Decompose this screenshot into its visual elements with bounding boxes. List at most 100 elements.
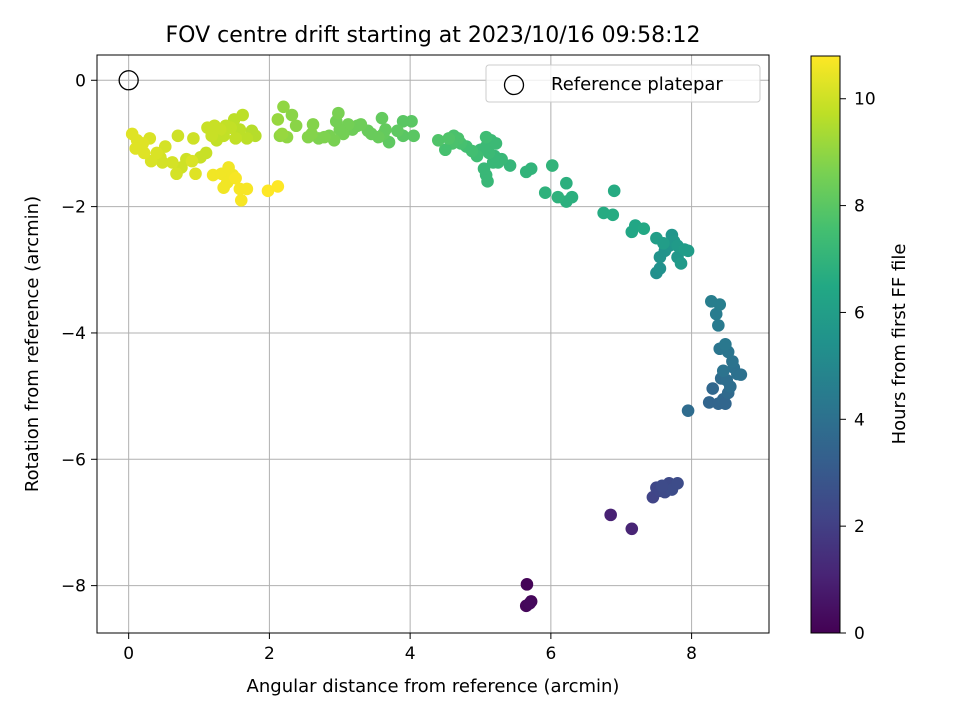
data-point [653, 262, 667, 275]
y-axis-ticks: 0 −2 −4 −6 −8 [61, 71, 97, 597]
data-point [185, 154, 199, 168]
y-axis-label: Rotation from reference (arcmin) [22, 196, 43, 492]
data-point [479, 130, 493, 144]
x-tick-label: 6 [545, 644, 556, 664]
data-point [704, 295, 718, 308]
data-point [719, 397, 732, 410]
colorbar-tick-label: 4 [854, 410, 865, 430]
data-point [442, 132, 456, 145]
data-point [285, 108, 299, 122]
data-point [396, 115, 410, 128]
data-point [538, 186, 552, 200]
data-point [671, 476, 684, 490]
data-point [565, 190, 579, 204]
data-point [240, 132, 254, 145]
y-tick-label: −2 [61, 198, 86, 218]
reference-marker [118, 70, 139, 91]
legend-marker [503, 74, 525, 96]
data-points [125, 100, 748, 613]
gridlines [97, 55, 769, 633]
data-point [144, 154, 158, 168]
data-point [674, 257, 688, 270]
data-point [681, 244, 695, 258]
data-point [165, 156, 179, 169]
y-tick-label: −6 [61, 450, 86, 470]
data-point [201, 121, 214, 134]
colorbar-tick-label: 8 [854, 197, 865, 217]
data-point [709, 307, 723, 321]
data-point [716, 364, 730, 378]
data-point [187, 132, 200, 145]
data-point [129, 142, 143, 155]
reference-point [118, 70, 139, 91]
x-axis-label: Angular distance from reference (arcmin) [247, 676, 620, 697]
data-point [275, 127, 289, 141]
data-point [637, 222, 651, 236]
colorbar-tick-label: 6 [854, 303, 865, 323]
data-point [375, 111, 389, 125]
chart-title: FOV centre drift starting at 2023/10/16 … [166, 23, 701, 48]
y-tick-label: 0 [75, 71, 86, 91]
data-point [523, 597, 537, 610]
colorbar-ticks: 0 2 4 6 8 10 [840, 90, 876, 644]
data-point [726, 355, 739, 368]
data-point [125, 127, 139, 141]
data-point [719, 338, 732, 351]
data-point [240, 182, 254, 196]
data-point [332, 106, 345, 120]
x-tick-label: 4 [405, 644, 416, 664]
data-point [712, 319, 725, 332]
plot-frame [96, 54, 770, 634]
data-point [519, 165, 533, 179]
legend-label: Reference platepar [551, 74, 723, 95]
legend-box [485, 64, 761, 103]
x-tick-label: 2 [264, 644, 275, 664]
colorbar-tick-label: 2 [854, 517, 865, 537]
data-point [301, 130, 315, 144]
data-point [189, 167, 202, 181]
data-point [604, 508, 617, 522]
data-point [520, 578, 534, 591]
data-point [261, 184, 275, 198]
data-point [477, 162, 491, 176]
y-tick-label: −8 [61, 577, 86, 597]
data-point [391, 124, 404, 138]
data-point [734, 368, 748, 381]
x-tick-label: 8 [686, 644, 697, 664]
data-point [234, 193, 248, 207]
data-point [606, 208, 620, 222]
colorbar-frame [810, 55, 841, 634]
data-point [551, 190, 565, 204]
data-point [655, 479, 669, 493]
colorbar-tick-label: 10 [854, 90, 876, 110]
data-point [271, 113, 285, 126]
data-point [545, 159, 559, 172]
data-point [289, 119, 303, 133]
data-point [271, 180, 285, 193]
data-point [431, 133, 445, 147]
legend: Reference platepar [485, 64, 761, 103]
data-point [439, 143, 452, 157]
data-point [657, 236, 670, 250]
data-point [489, 137, 503, 150]
data-point [407, 129, 420, 143]
data-point [706, 382, 720, 395]
colorbar-gradient [811, 56, 840, 633]
data-point [170, 167, 183, 181]
data-point [229, 132, 242, 145]
y-tick-label: −4 [61, 324, 86, 344]
data-point [171, 129, 185, 143]
data-point [607, 184, 621, 198]
data-point [229, 171, 242, 185]
colorbar-tick-label: 0 [854, 624, 865, 644]
colorbar: 0 2 4 6 8 10 Hours from first FF file [810, 55, 910, 644]
data-point [625, 522, 639, 536]
x-tick-label: 0 [123, 644, 134, 664]
colorbar-label: Hours from first FF file [889, 244, 910, 445]
data-point [277, 100, 290, 114]
data-point [560, 176, 573, 190]
data-point [306, 118, 320, 131]
data-point [681, 404, 695, 417]
x-axis-ticks: 0 2 4 6 8 [123, 633, 697, 664]
